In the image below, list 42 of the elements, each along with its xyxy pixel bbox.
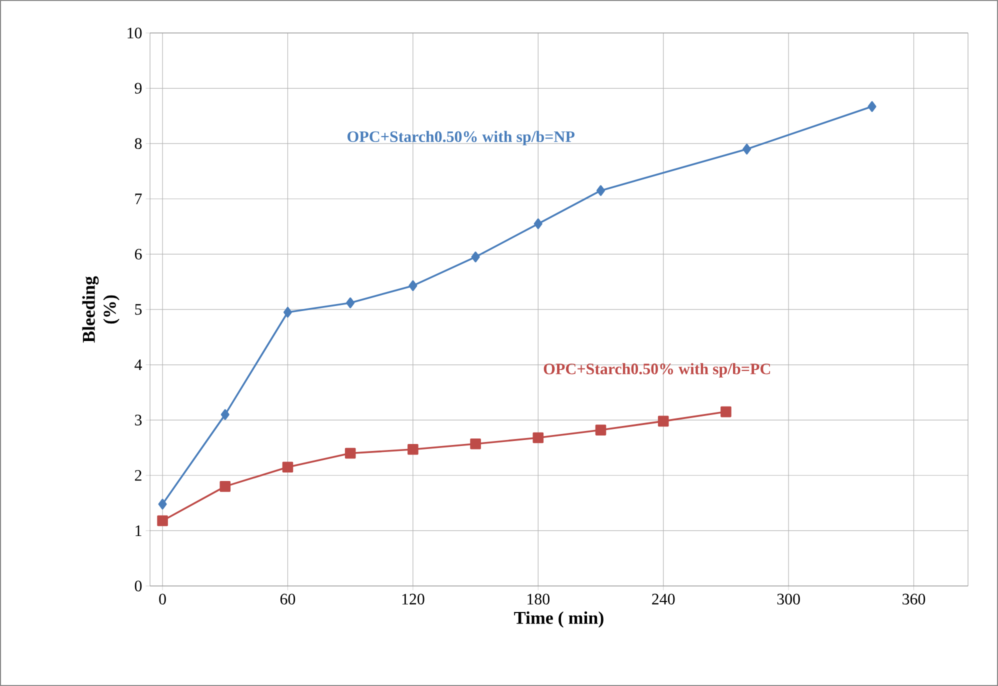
y-tick-label: 10	[128, 28, 142, 38]
point	[283, 306, 292, 318]
y-tick-label: 6	[134, 248, 142, 260]
point	[471, 252, 480, 262]
y-tick-label: 5	[135, 304, 142, 315]
point	[408, 444, 418, 455]
point	[157, 515, 168, 526]
point	[595, 424, 606, 436]
point	[220, 481, 231, 492]
x-tick-label: 0	[159, 594, 166, 605]
y-tick-label: 1	[136, 525, 142, 536]
x-tick-label: 60	[280, 594, 296, 605]
x-tick-label: 360	[902, 594, 926, 605]
y-tick-label: 9	[134, 82, 142, 94]
point	[344, 448, 356, 459]
x-axis-title: Time ( min)	[514, 611, 604, 628]
x-tick-label: 300	[777, 594, 800, 605]
point	[282, 462, 294, 472]
y-tick-label: 0	[134, 580, 142, 592]
y-axis-title: Bleeding (%)	[82, 276, 120, 343]
point	[470, 438, 481, 450]
y-tick-label: 3	[135, 414, 142, 426]
text: OPC+Starch0.50% with sp/b=PC	[544, 363, 770, 378]
point	[408, 280, 418, 292]
x-tick-label: 120	[402, 594, 424, 605]
point	[742, 144, 752, 155]
point	[868, 101, 876, 112]
point	[346, 297, 355, 308]
point	[658, 416, 669, 427]
y-tick-label: 2	[134, 470, 142, 481]
y-tick-label: 4	[134, 360, 142, 370]
y-tick-label: 8	[134, 138, 142, 149]
x-tick-label: 240	[652, 594, 675, 605]
point	[596, 185, 606, 196]
point	[158, 498, 167, 510]
point	[720, 406, 732, 418]
point	[534, 218, 542, 230]
y-tick-label: 7	[135, 194, 142, 204]
text: OPC+Starch0.50% with sp/b=NP	[348, 130, 574, 146]
point	[532, 432, 544, 444]
x-tick-label: 180	[528, 594, 550, 605]
point	[220, 409, 230, 420]
